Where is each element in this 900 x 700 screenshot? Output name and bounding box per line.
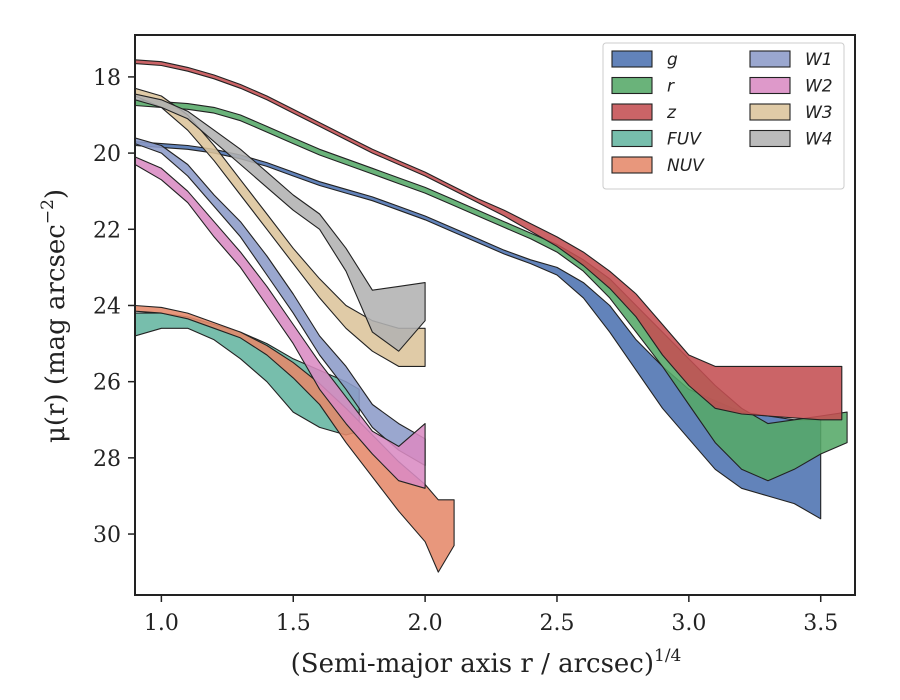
plot-area	[135, 59, 848, 573]
x-axis-label-exponent: 1/4	[654, 646, 681, 666]
legend-label: g	[667, 50, 678, 70]
series-band-g	[135, 141, 822, 520]
series-band-r	[135, 99, 848, 482]
legend-swatch	[749, 103, 791, 121]
legend-swatch	[749, 76, 791, 95]
x-tick-label: 2.5	[539, 611, 574, 636]
legend-label: W3	[805, 103, 833, 123]
legend-swatch	[749, 129, 791, 148]
x-tick-label: 1.0	[144, 611, 179, 636]
series-band-w4	[135, 93, 426, 352]
legend-swatch	[611, 103, 653, 121]
x-tick-label: 2.0	[408, 611, 443, 636]
legend-label: z	[666, 103, 677, 123]
legend-label: W4	[805, 130, 833, 150]
legend-swatch	[611, 156, 653, 174]
y-tick-label: 20	[93, 142, 121, 167]
x-tick-label: 1.5	[276, 611, 311, 636]
legend-label: r	[667, 77, 675, 97]
y-axis-label: μ(r) (mag arcsec−2)	[38, 189, 71, 443]
axes-frame	[134, 34, 856, 596]
legend-swatch	[611, 76, 653, 95]
series-band-w2	[135, 156, 426, 489]
x-axis-label: (Semi-major axis r / arcsec)1/4	[291, 646, 682, 679]
legend-label: FUV	[667, 130, 702, 150]
y-tick-label: 22	[93, 218, 121, 243]
legend-swatch	[749, 50, 791, 68]
y-tick-label: 18	[93, 66, 121, 91]
y-axis-label-close: )	[41, 189, 71, 199]
series-band-z	[135, 59, 843, 421]
axes: 1.0 1.5 2.0 2.5 3.0 3.5 18 20 22 24 26 28 30	[93, 34, 856, 636]
y-tick-label: 26	[93, 371, 121, 396]
x-tick-label: 3.0	[671, 611, 706, 636]
legend-label: W1	[805, 50, 833, 70]
legend-label: W2	[805, 77, 833, 97]
legend-swatch	[611, 50, 653, 68]
x-tick-label: 3.5	[803, 611, 838, 636]
y-tick-label: 30	[93, 523, 121, 548]
legend: grz FUV NUV W1 W2 W3 W4	[602, 42, 845, 190]
legend-swatch	[611, 129, 653, 148]
legend-label: NUV	[667, 156, 705, 176]
y-axis-label-exponent: −2	[38, 199, 58, 224]
series-band-nuv	[135, 304, 455, 573]
y-tick-label: 28	[93, 447, 121, 472]
y-tick-label: 24	[93, 294, 121, 319]
